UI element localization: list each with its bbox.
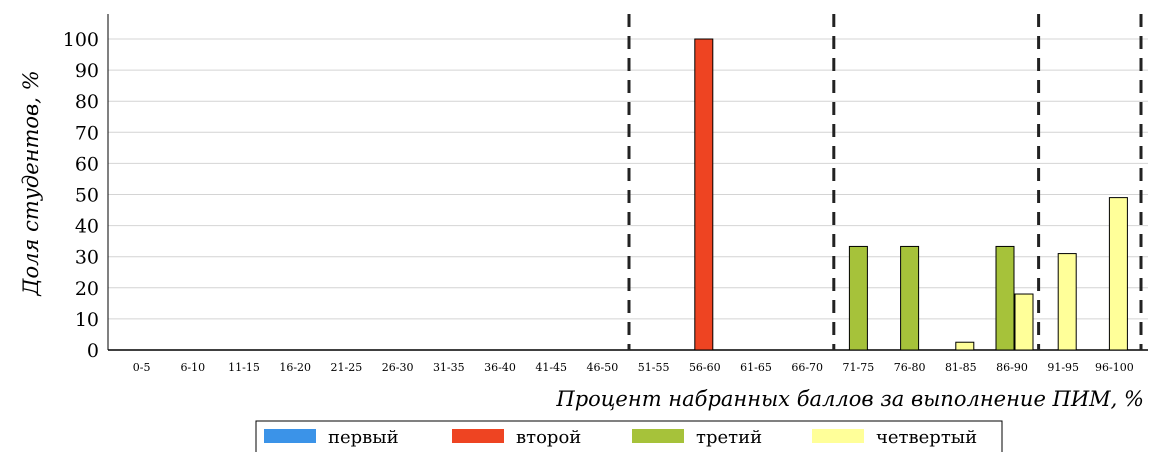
bar-третий-86-90 (995, 245, 1015, 351)
legend-label-третий: третий (696, 427, 762, 448)
bar-второй-56-60 (694, 38, 714, 351)
x-tick-label: 26-30 (382, 361, 414, 374)
bar-четвертый-86-90 (1014, 293, 1034, 351)
x-tick-label: 81-85 (945, 361, 977, 374)
grade-boundary-lines (627, 14, 1143, 350)
x-tick-label: 66-70 (791, 361, 823, 374)
x-tick-labels: 0-5 6-10 11-15 16-20 21-25 26-30 31-35 36-40 41-… (133, 361, 1134, 374)
y-tick-label: 20 (75, 278, 99, 300)
y-tick-label: 50 (75, 185, 99, 207)
x-tick-label: 21-25 (331, 361, 363, 374)
x-tick-label: 51-55 (638, 361, 670, 374)
legend: первый второй третий четвертый (255, 420, 1003, 452)
y-tick-label: 90 (75, 60, 99, 82)
legend-label-первый: первый (328, 427, 399, 448)
x-tick-label: 56-60 (689, 361, 721, 374)
y-tick-label: 30 (75, 247, 99, 269)
x-tick-label: 71-75 (843, 361, 875, 374)
y-tick-label: 40 (75, 216, 99, 238)
x-tick-label: 41-45 (535, 361, 567, 374)
y-tick-label: 60 (75, 153, 99, 175)
x-tick-label: 86-90 (996, 361, 1028, 374)
x-tick-label: 0-5 (133, 361, 151, 374)
x-tick-label: 31-35 (433, 361, 465, 374)
legend-swatch-четвертый (812, 429, 864, 443)
bar-четвертый-96-100 (1108, 197, 1128, 351)
bars (694, 38, 1128, 351)
bar-четвертый-81-85 (955, 341, 975, 351)
legend-frame (255, 420, 1003, 452)
legend-swatch-второй (452, 429, 504, 443)
y-tick-label: 0 (87, 340, 99, 362)
bar-третий-76-80 (900, 245, 920, 351)
y-tick-label: 10 (75, 309, 99, 331)
legend-label-четвертый: четвертый (876, 427, 977, 448)
legend-swatch-третий (632, 429, 684, 443)
x-tick-label: 36-40 (484, 361, 516, 374)
x-tick-label: 61-65 (740, 361, 772, 374)
legend-label-второй: второй (516, 427, 581, 448)
x-tick-label: 96-100 (1095, 361, 1134, 374)
bar-третий-71-75 (848, 245, 868, 351)
y-axis-title: Доля студентов, % (19, 70, 43, 296)
y-tick-label: 80 (75, 91, 99, 113)
y-tick-label: 100 (63, 29, 99, 51)
x-tick-label: 16-20 (279, 361, 311, 374)
x-tick-label: 76-80 (894, 361, 926, 374)
legend-swatch-первый (264, 429, 316, 443)
x-tick-label: 11-15 (228, 361, 260, 374)
x-tick-label: 6-10 (180, 361, 205, 374)
x-tick-label: 91-95 (1047, 361, 1079, 374)
x-tick-label: 46-50 (587, 361, 619, 374)
y-tick-label: 70 (75, 122, 99, 144)
y-tick-labels: 0 10 20 30 40 50 60 70 80 90 100 (63, 29, 99, 362)
x-axis-title: Процент набранных баллов за выполнение П… (555, 387, 1144, 411)
bar-четвертый-91-95 (1057, 253, 1077, 351)
